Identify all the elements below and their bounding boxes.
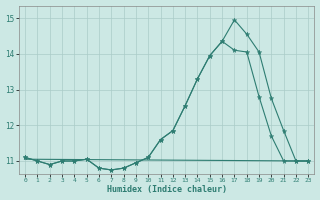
X-axis label: Humidex (Indice chaleur): Humidex (Indice chaleur) (107, 185, 227, 194)
